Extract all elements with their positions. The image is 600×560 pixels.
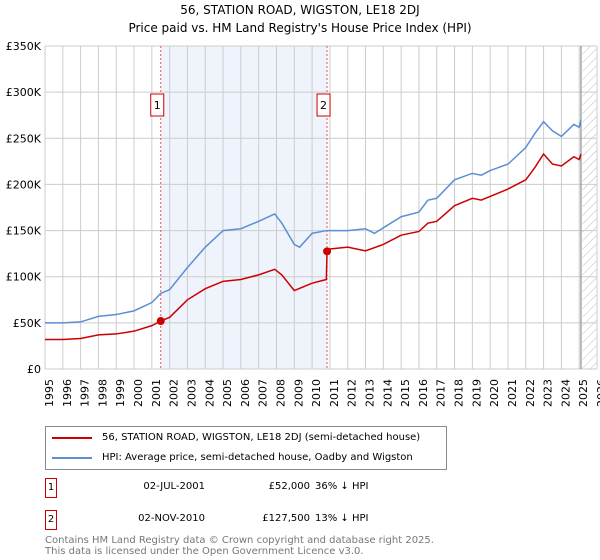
legend-blue-line-icon: [52, 456, 92, 459]
chart-title: 56, STATION ROAD, WIGSTON, LE18 2DJ: [180, 3, 419, 17]
x-tick-label: 2005: [221, 379, 234, 407]
x-tick-label: 2026: [595, 379, 600, 407]
hpi-line: [45, 119, 582, 324]
x-tick-label: 2014: [381, 379, 394, 407]
x-tick-label: 2015: [399, 379, 412, 407]
sale-price: £52,000: [268, 481, 310, 492]
x-tick-label: 2003: [185, 379, 198, 407]
sale-date: 02-JUL-2001: [143, 481, 205, 492]
x-tick-label: 2013: [364, 379, 377, 407]
x-tick-label: 2010: [310, 379, 323, 407]
x-tick-label: 2004: [203, 379, 216, 407]
sale-marker-box: [150, 93, 165, 117]
sale-row: 1 02-JUL-2001 £52,000 36% ↓ HPI: [45, 478, 445, 498]
x-tick-label: 1995: [43, 379, 56, 407]
sale-marker-badge: 1: [45, 478, 57, 498]
y-tick-label: £150K: [6, 225, 42, 238]
x-tick-label: 2025: [577, 379, 590, 407]
sale-marker-label: 2: [320, 99, 327, 112]
x-tick-label: 1997: [79, 379, 92, 407]
y-tick-label: £50K: [13, 317, 42, 330]
x-tick-label: 2021: [506, 379, 519, 407]
footer: Contains HM Land Registry data © Crown c…: [45, 535, 434, 557]
sale-marker-label: 1: [154, 99, 161, 112]
x-tick-label: 1999: [114, 379, 127, 407]
y-tick-label: £250K: [6, 132, 42, 145]
sale-point: [156, 317, 165, 326]
x-tick-label: 2012: [346, 379, 359, 407]
price-chart: 56, STATION ROAD, WIGSTON, LE18 2DJ Pric…: [6, 3, 600, 407]
y-tick-label: £200K: [6, 178, 42, 191]
x-tick-label: 2017: [435, 379, 448, 407]
legend-item-property: 56, STATION ROAD, WIGSTON, LE18 2DJ (sem…: [52, 432, 420, 443]
sale-price: £127,500: [262, 513, 310, 524]
y-tick-label: £100K: [6, 271, 42, 284]
x-tick-label: 2011: [328, 379, 341, 407]
legend-item-hpi: HPI: Average price, semi-detached house,…: [52, 452, 413, 463]
x-tick-label: 1998: [96, 379, 109, 407]
legend: 56, STATION ROAD, WIGSTON, LE18 2DJ (sem…: [45, 426, 447, 470]
x-tick-label: 1996: [61, 379, 74, 407]
x-tick-label: 2019: [470, 379, 483, 407]
x-tick-label: 2001: [150, 379, 163, 407]
x-tick-label: 2016: [417, 379, 430, 407]
chart-subtitle: Price paid vs. HM Land Registry's House …: [128, 21, 471, 35]
y-tick-label: £0: [27, 363, 41, 376]
x-tick-label: 2007: [257, 379, 270, 407]
x-tick-label: 2020: [488, 379, 501, 407]
footer-licence: This data is licensed under the Open Gov…: [45, 546, 364, 557]
x-tick-label: 2000: [132, 379, 145, 407]
x-tick-label: 2006: [239, 379, 252, 407]
sale-row: 2 02-NOV-2010 £127,500 13% ↓ HPI: [45, 510, 445, 530]
sale-marker-badge: 2: [45, 510, 57, 530]
legend-label: 56, STATION ROAD, WIGSTON, LE18 2DJ (sem…: [102, 432, 421, 443]
y-tick-label: £350K: [6, 40, 42, 53]
x-tick-label: 2008: [274, 379, 287, 407]
footer-copyright: Contains HM Land Registry data © Crown c…: [45, 535, 434, 546]
x-tick-label: 2009: [292, 379, 305, 407]
ownership-shade: [160, 46, 328, 369]
x-tick-label: 2023: [542, 379, 555, 407]
x-tick-label: 2018: [453, 379, 466, 407]
forecast-hatch: [582, 46, 597, 369]
legend-label: HPI: Average price, semi-detached house,…: [102, 452, 413, 463]
x-tick-label: 2022: [524, 379, 537, 407]
sale-date: 02-NOV-2010: [138, 513, 205, 524]
sale-marker-box: [316, 93, 331, 117]
y-tick-label: £300K: [6, 86, 42, 99]
sale-hpi-diff: 36% ↓ HPI: [315, 481, 369, 492]
legend-red-line-icon: [52, 436, 92, 439]
sale-point: [323, 247, 332, 256]
x-tick-label: 2024: [559, 379, 572, 407]
sale-hpi-diff: 13% ↓ HPI: [315, 513, 369, 524]
x-tick-label: 2002: [168, 379, 181, 407]
